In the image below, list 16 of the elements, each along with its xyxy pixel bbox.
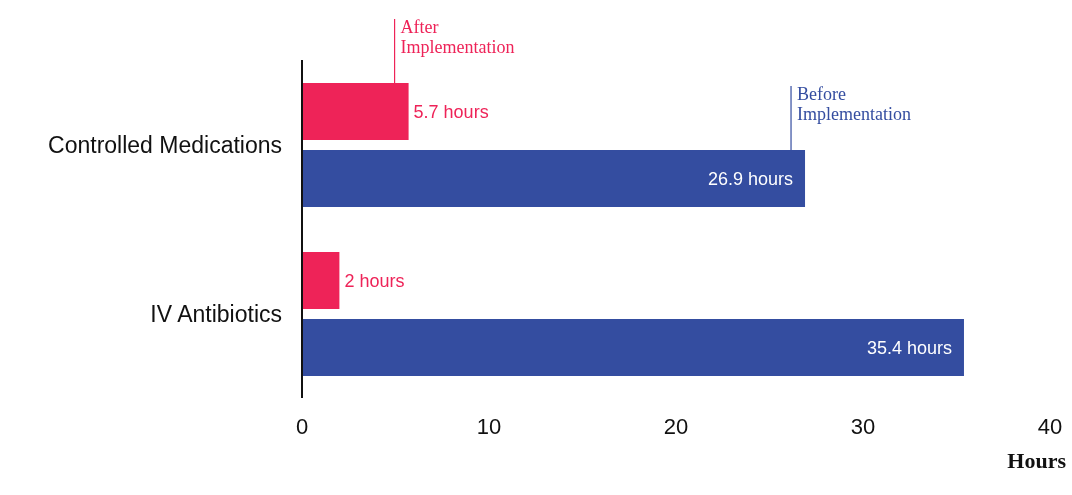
y-tick-label: Controlled Medications [48, 131, 282, 158]
x-tick-label: 30 [850, 413, 876, 439]
bar [302, 319, 964, 376]
x-tick-label: 0 [295, 413, 309, 439]
x-tick-label: 40 [1037, 413, 1063, 439]
series-label: After Implementation [400, 17, 515, 57]
series-label: Before Implementation [797, 84, 911, 124]
y-tick-label: IV Antibiotics [150, 300, 282, 327]
x-tick-label: 10 [476, 413, 502, 439]
bar [302, 252, 340, 309]
data-label: 5.7 hours [413, 101, 489, 122]
data-label: 2 hours [344, 270, 405, 291]
x-axis-title: Hours [1006, 448, 1067, 474]
data-label: 35.4 hours [866, 337, 952, 358]
data-label: 26.9 hours [707, 168, 794, 189]
x-tick-label: 20 [663, 413, 689, 439]
